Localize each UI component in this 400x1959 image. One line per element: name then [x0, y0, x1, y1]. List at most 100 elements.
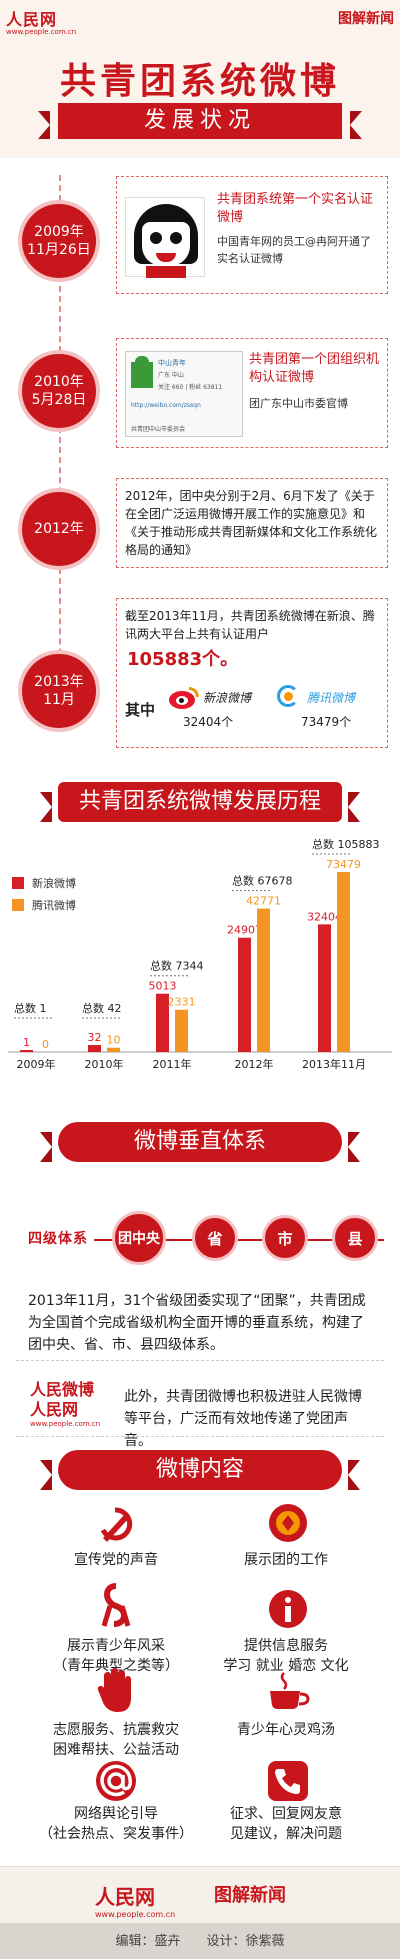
bar-sina — [156, 993, 169, 1052]
tujie-logo[interactable]: 图解新闻 — [338, 8, 394, 28]
date-day: 11月26日 — [27, 242, 91, 258]
date-year: 2013年 — [34, 674, 84, 690]
date-day: 11月 — [43, 692, 75, 708]
data-label-sina: 24907 — [227, 924, 262, 937]
timeline-date-3: 2012年 — [18, 488, 100, 570]
footer-people-logo[interactable]: 人民网 www.people.com.cn — [95, 1881, 175, 1919]
league-emblem-icon — [265, 1500, 311, 1546]
data-label-tencent: 73479 — [326, 858, 361, 871]
bar-sina — [88, 1045, 101, 1052]
card-body: 团广东中山市委官博 — [249, 397, 348, 410]
content-item-text: 见建议，解决问题 — [230, 1826, 342, 1842]
page-title: 共青团系统微博 — [59, 61, 340, 102]
content-item-6: 青少年心灵鸡汤 — [196, 1720, 376, 1740]
divider — [16, 1436, 384, 1437]
chart-legend: 新浪微博 腾讯微博 — [12, 872, 76, 916]
date-day: 5月28日 — [31, 392, 87, 408]
content-item-text: 征求、回复网友意 — [230, 1806, 342, 1822]
level-province: 省 — [192, 1215, 238, 1261]
footer-tujie-logo[interactable]: 图解新闻 — [214, 1881, 286, 1907]
bar-sina — [20, 1050, 33, 1052]
card-body: 2012年，团中央分别于2月、6月下发了《关于在全团广泛运用微博开展工作的实施意… — [125, 489, 378, 557]
legend-label-sina: 新浪微博 — [32, 877, 76, 890]
people-logo-url: www.people.com.cn — [6, 28, 77, 36]
total-label: 总数 105883 — [312, 837, 380, 851]
bar-sina — [318, 924, 331, 1052]
category-label: 2012年 — [235, 1057, 274, 1071]
people-logo-text: 人民网 — [30, 1400, 79, 1419]
hand-icon — [93, 1668, 139, 1714]
bar-tencent — [107, 1047, 120, 1052]
chart-section-ribbon: 共青团系统微博发展历程 — [40, 782, 360, 822]
sina-weibo-icon — [169, 687, 199, 709]
profile-location: 广东 中山 — [158, 372, 184, 379]
content-item-text: 提供信息服务 — [244, 1638, 328, 1654]
profile-footer: 共青团中山市委员会 — [131, 426, 186, 433]
sina-label: 新浪微博 — [203, 691, 252, 705]
bar-tencent — [337, 872, 350, 1052]
data-label-sina: 1 — [23, 1036, 30, 1049]
timeline-date-4: 2013年 11月 — [18, 650, 100, 732]
category-label: 2009年 — [17, 1057, 56, 1071]
sina-count: 32404个 — [183, 715, 234, 729]
subtitle-ribbon: 发展状况 — [38, 103, 362, 139]
content-item-text: 网络舆论引导 — [74, 1806, 158, 1822]
people-weibo-logo-text: 人民微博 — [30, 1380, 95, 1399]
chart: 新浪微博 腾讯微博 1 0 总数 1 2009年 32 10 总数 42 2010年 5013 2… — [0, 830, 400, 1090]
bar-tencent — [175, 1009, 188, 1052]
people-logo[interactable]: 人民网 www.people.com.cn — [6, 6, 76, 36]
category-label: 2013年11月 — [302, 1057, 366, 1071]
timeline-date-1: 2009年 11月26日 — [18, 200, 100, 282]
level-central: 团中央 — [112, 1211, 166, 1265]
level-county-label: 县 — [347, 1229, 363, 1248]
content-item-text: （社会热点、突发事件） — [39, 1826, 193, 1842]
content-item-text: 展示青少年风采 — [67, 1638, 165, 1654]
card-body: 中国青年网的员工@冉阿开通了实名认证微博 — [217, 235, 371, 265]
total-label: 总数 7344 — [150, 959, 204, 973]
vertical-section-ribbon: 微博垂直体系 — [40, 1122, 360, 1162]
timeline-card-4: 截至2013年11月，共青团系统微博在新浪、腾讯两大平台上共有认证用户 1058… — [116, 598, 388, 748]
content-item-text: 困难帮扶、公益活动 — [53, 1742, 179, 1758]
footer-tujie-logo-text: 图解新闻 — [214, 1885, 286, 1906]
content-item-text: 宣传党的声音 — [74, 1552, 158, 1568]
people-logo-url: www.people.com.cn — [30, 1420, 101, 1428]
legend-item-sina: 新浪微博 — [12, 872, 76, 894]
tree-icon — [131, 362, 153, 388]
level-city: 市 — [262, 1215, 308, 1261]
data-label-tencent: 2331 — [168, 996, 196, 1009]
phone-icon — [265, 1758, 311, 1804]
tujie-logo-text: 图解新闻 — [338, 11, 394, 27]
content-item-8: 征求、回复网友意 见建议，解决问题 — [196, 1804, 376, 1844]
weibo-profile-card: 中山青年 广东 中山 关注 660 | 粉丝 63811 http://weib… — [125, 351, 243, 437]
content-item-1: 宣传党的声音 — [26, 1550, 206, 1570]
party-emblem-icon — [93, 1502, 139, 1548]
level-county: 县 — [332, 1215, 378, 1261]
ribbon-icon — [93, 1582, 139, 1628]
data-label-tencent: 42771 — [246, 895, 281, 908]
legend-swatch-sina — [12, 877, 24, 889]
footer-people-logo-text: 人民网 — [95, 1885, 155, 1909]
timeline-card-1: 共青团系统第一个实名认证微博 中国青年网的员工@冉阿开通了实名认证微博 — [116, 176, 388, 294]
data-label-tencent: 0 — [42, 1038, 49, 1051]
card-headline: 共青团系统第一个实名认证微博 — [217, 192, 374, 225]
content-item-text: 学习 就业 婚恋 文化 — [223, 1658, 349, 1674]
total-label: 总数 1 — [14, 1001, 47, 1015]
legend-swatch-tencent — [12, 899, 24, 911]
people-weibo-paragraph: 此外，共青团微博也积极进驻人民微博等平台，广泛而有效地传递了党团声音。 — [124, 1389, 362, 1449]
tencent-label: 腾讯微博 — [307, 691, 356, 705]
content-item-text: 志愿服务、抗震救灾 — [53, 1722, 179, 1738]
bar-sina — [238, 937, 251, 1052]
content-item-5: 志愿服务、抗震救灾 困难帮扶、公益活动 — [26, 1720, 206, 1760]
card-headline: 共青团第一个团组织机构认证微博 — [249, 352, 380, 385]
content-item-text: 青少年心灵鸡汤 — [237, 1722, 335, 1738]
total-users: 105883个。 — [127, 649, 239, 670]
timeline-date-2: 2010年 5月28日 — [18, 350, 100, 432]
legend-label-tencent: 腾讯微博 — [32, 899, 76, 912]
content-item-text: （青年典型之类等） — [53, 1658, 179, 1674]
content-item-text: 展示团的工作 — [244, 1552, 328, 1568]
timeline-card-2: 中山青年 广东 中山 关注 660 | 粉丝 63811 http://weib… — [116, 338, 388, 448]
level-system-label: 四级体系 — [28, 1231, 88, 1247]
tencent-weibo-icon — [277, 685, 303, 711]
footer: 人民网 www.people.com.cn 图解新闻 编辑：盛卉 设计：徐紫薇 — [0, 1866, 400, 1959]
info-icon — [265, 1586, 311, 1632]
